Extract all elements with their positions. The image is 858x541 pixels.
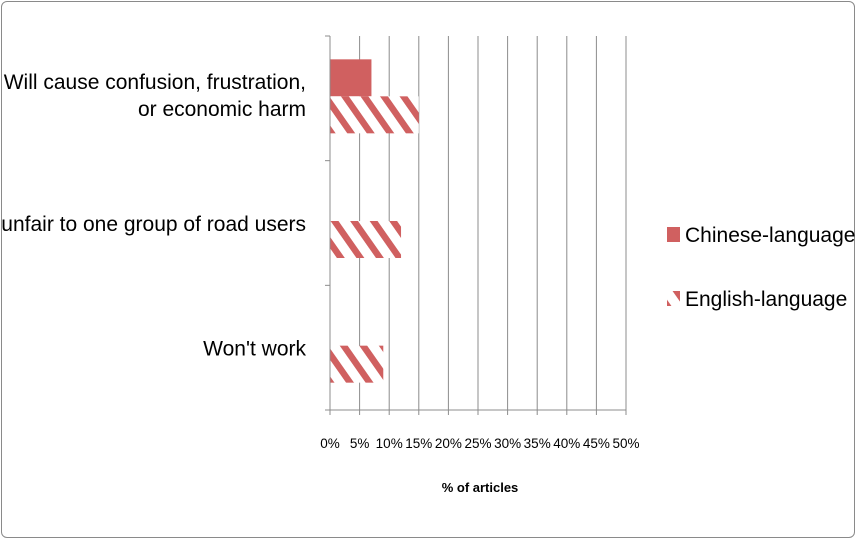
legend-label: Chinese-language bbox=[685, 224, 855, 247]
axes bbox=[325, 35, 627, 415]
x-axis-title: % of articles bbox=[442, 480, 519, 495]
category-label: Is unfair to one group of road users bbox=[0, 213, 306, 236]
x-tick-label: 35% bbox=[524, 436, 551, 451]
category-label: Won't work bbox=[203, 338, 306, 361]
bar-english-language bbox=[330, 221, 402, 258]
tick-labels: 0% 5% 10% 15% 20% 25% 30% 35% 40% 45% 50% bbox=[320, 436, 639, 451]
category-label: Will cause confusion, frustration, or eco… bbox=[4, 71, 306, 121]
legend: Chinese-language English-language bbox=[667, 224, 855, 311]
legend-swatch bbox=[667, 227, 680, 242]
x-tick-label: 0% bbox=[320, 436, 340, 451]
x-tick-label: 50% bbox=[612, 436, 639, 451]
x-tick-label: 25% bbox=[464, 436, 491, 451]
legend-label: English-language bbox=[685, 288, 847, 311]
x-tick-label: 10% bbox=[376, 436, 403, 451]
x-tick-label: 20% bbox=[435, 436, 462, 451]
category-labels: Will cause confusion, frustration, or eco… bbox=[0, 71, 306, 361]
bar-english-language bbox=[330, 96, 419, 134]
x-tick-label: 30% bbox=[494, 436, 521, 451]
bar-chinese-language bbox=[330, 59, 372, 97]
x-tick-label: 5% bbox=[350, 436, 370, 451]
bar-english-language bbox=[330, 345, 384, 383]
x-tick-label: 15% bbox=[405, 436, 432, 451]
x-tick-label: 45% bbox=[583, 436, 610, 451]
x-tick-label: 40% bbox=[553, 436, 580, 451]
bars bbox=[330, 59, 419, 383]
legend-swatch bbox=[667, 291, 680, 306]
